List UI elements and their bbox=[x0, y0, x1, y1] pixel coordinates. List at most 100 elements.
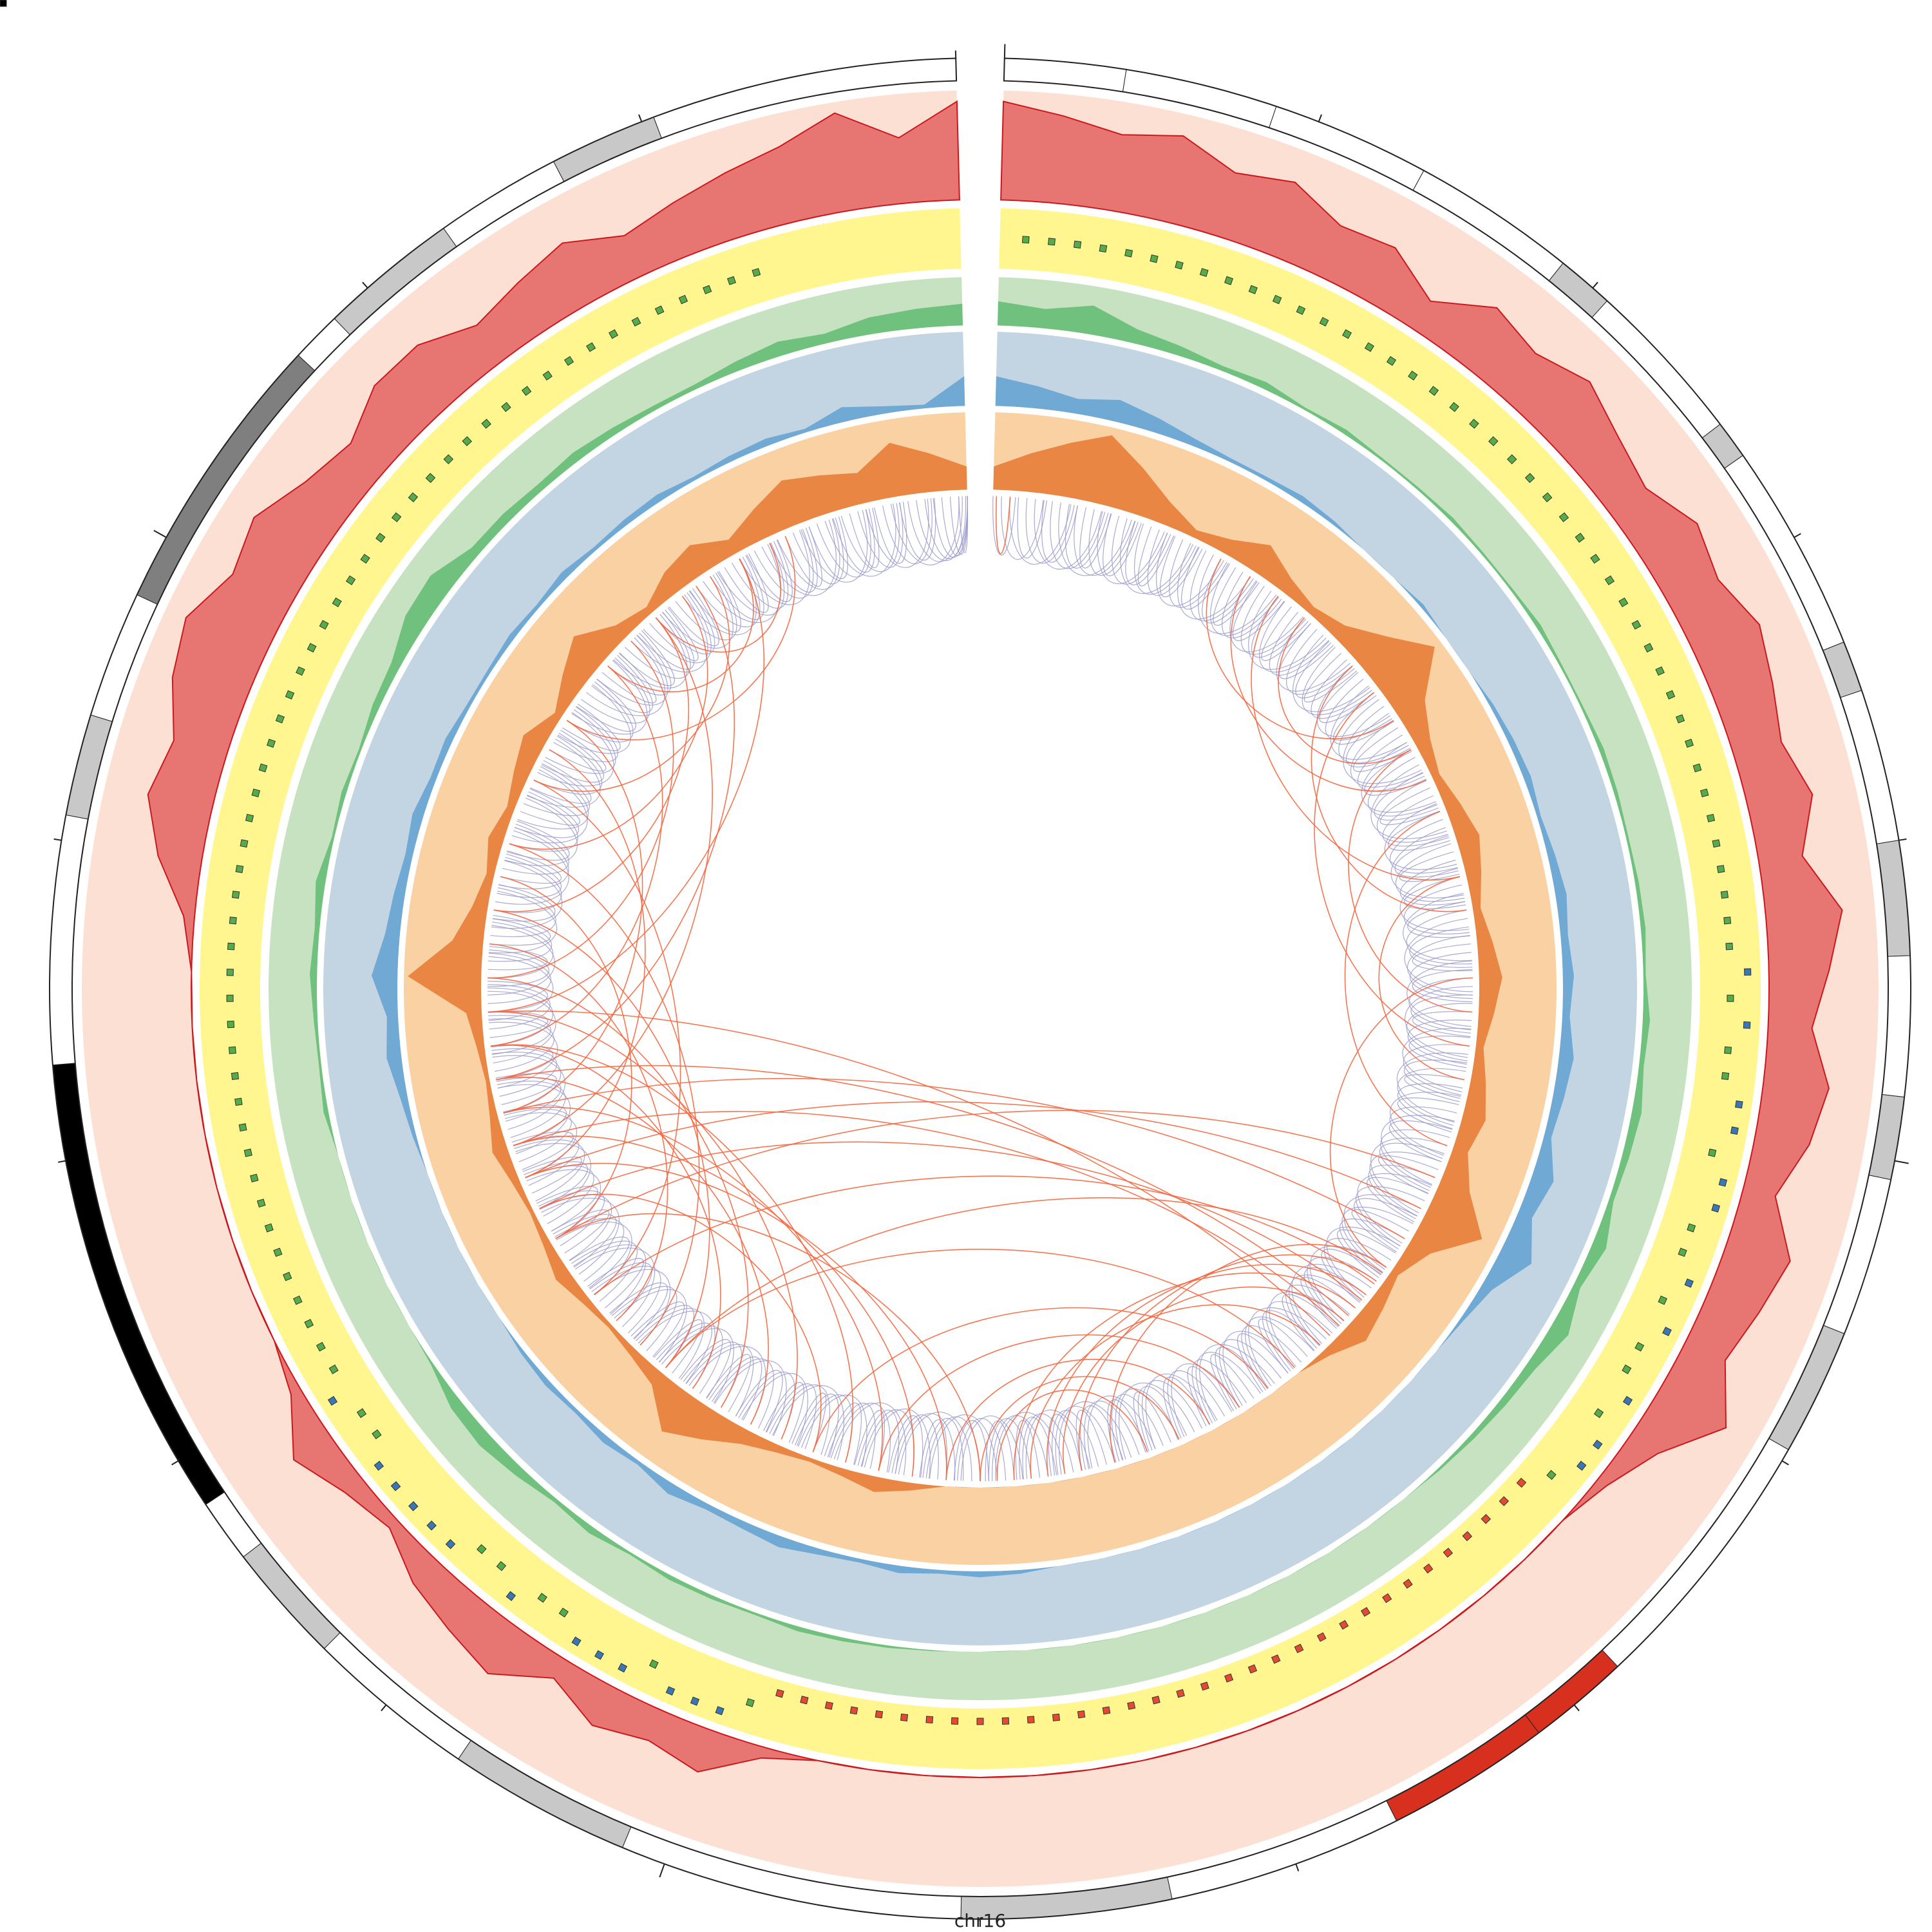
link-highlight bbox=[503, 1106, 883, 1471]
link-primary bbox=[1352, 727, 1412, 772]
link-primary bbox=[513, 1135, 580, 1186]
marker-green bbox=[332, 597, 342, 607]
link-primary bbox=[1374, 772, 1439, 821]
track4-area bbox=[323, 332, 1638, 1645]
marker-green bbox=[537, 1593, 547, 1603]
marker-green bbox=[745, 1698, 755, 1707]
marker-blue bbox=[506, 1591, 516, 1602]
link-primary bbox=[1397, 1083, 1463, 1130]
link-primary bbox=[924, 496, 967, 560]
link-highlight bbox=[1348, 749, 1473, 1013]
link-highlight bbox=[509, 596, 708, 850]
link-primary bbox=[1399, 851, 1460, 882]
link-primary bbox=[1145, 1373, 1218, 1450]
marker-green bbox=[1590, 553, 1600, 564]
marker-green bbox=[703, 285, 712, 294]
marker-green bbox=[481, 419, 491, 429]
marker-green bbox=[1099, 244, 1108, 253]
link-primary bbox=[601, 652, 657, 704]
link-highlight bbox=[665, 1249, 1295, 1368]
marker-green bbox=[1604, 575, 1615, 585]
link-primary bbox=[1406, 960, 1472, 1027]
link-primary bbox=[696, 556, 761, 628]
link-primary bbox=[1210, 1354, 1255, 1412]
marker-green bbox=[443, 454, 454, 464]
link-primary bbox=[849, 507, 880, 569]
marker-green bbox=[1524, 473, 1535, 483]
link-highlight bbox=[539, 1141, 1363, 1301]
tick-mark-30 bbox=[1781, 1460, 1789, 1466]
marker-green bbox=[372, 1429, 382, 1439]
link-primary bbox=[625, 611, 691, 679]
link-primary bbox=[772, 1385, 844, 1461]
link-primary bbox=[1399, 867, 1470, 931]
link-primary bbox=[960, 1416, 1023, 1481]
link-primary bbox=[899, 498, 936, 561]
link-primary bbox=[1357, 1173, 1432, 1244]
link-highlight bbox=[555, 1110, 1435, 1239]
link-primary bbox=[1058, 1401, 1132, 1475]
link-highlight bbox=[496, 1076, 769, 1425]
link-primary bbox=[1408, 1036, 1471, 1068]
marker-red bbox=[900, 1713, 909, 1721]
marker-red bbox=[951, 1717, 959, 1725]
marker-green bbox=[1655, 666, 1665, 676]
tick-mark-50 bbox=[659, 1863, 665, 1878]
link-primary bbox=[857, 1410, 900, 1474]
link-primary bbox=[1191, 1359, 1247, 1425]
link-primary bbox=[491, 1048, 557, 1097]
tick-mark-25 bbox=[1894, 1160, 1909, 1164]
link-primary bbox=[493, 857, 562, 913]
link-primary bbox=[1088, 509, 1139, 576]
link-primary bbox=[1367, 1177, 1429, 1222]
link-highlight bbox=[503, 720, 643, 1114]
link-primary bbox=[800, 1394, 867, 1467]
marker-green bbox=[227, 1020, 235, 1028]
link-primary bbox=[490, 887, 556, 938]
marker-blue bbox=[408, 1501, 419, 1511]
link-primary bbox=[1218, 1339, 1282, 1408]
marker-blue bbox=[426, 1520, 437, 1531]
marker-green bbox=[240, 839, 249, 848]
marker-red bbox=[849, 1706, 858, 1715]
link-primary bbox=[536, 1186, 598, 1232]
link-primary bbox=[1282, 1294, 1339, 1351]
link-primary bbox=[1406, 909, 1473, 965]
link-primary bbox=[784, 526, 822, 587]
link-primary bbox=[830, 1403, 891, 1473]
link-primary bbox=[609, 1282, 668, 1340]
link-primary bbox=[683, 1341, 743, 1408]
marker-green bbox=[251, 788, 261, 797]
marker-green bbox=[264, 1223, 274, 1233]
link-primary bbox=[1351, 1209, 1410, 1253]
link-highlight bbox=[878, 1334, 1240, 1471]
link-primary bbox=[522, 1156, 582, 1194]
marker-blue bbox=[665, 1686, 676, 1696]
link-primary bbox=[840, 502, 900, 573]
link-highlight bbox=[1251, 596, 1461, 881]
link-primary bbox=[1403, 893, 1472, 961]
marker-green bbox=[564, 355, 574, 366]
link-primary bbox=[1409, 926, 1473, 968]
marker-green bbox=[1296, 305, 1306, 316]
link-primary bbox=[649, 607, 699, 661]
marker-green bbox=[1073, 240, 1082, 249]
link-primary bbox=[1404, 1074, 1464, 1103]
link-primary bbox=[685, 1344, 754, 1417]
link-primary bbox=[1177, 543, 1251, 620]
link-highlight bbox=[1378, 876, 1464, 1081]
link-highlight bbox=[493, 909, 710, 1368]
link-primary bbox=[1147, 529, 1200, 596]
link-primary bbox=[1079, 507, 1112, 569]
marker-green bbox=[1700, 788, 1709, 797]
marker-red bbox=[1339, 1620, 1349, 1630]
link-primary bbox=[488, 952, 551, 1004]
link-highlight bbox=[812, 1307, 1269, 1452]
axis-ticks bbox=[53, 44, 1909, 1927]
link-primary bbox=[1323, 1238, 1392, 1301]
link-primary bbox=[739, 530, 810, 605]
link-primary bbox=[808, 516, 848, 579]
marker-blue bbox=[1711, 1204, 1721, 1213]
marker-red bbox=[1360, 1607, 1371, 1617]
link-highlight bbox=[491, 1045, 721, 1389]
